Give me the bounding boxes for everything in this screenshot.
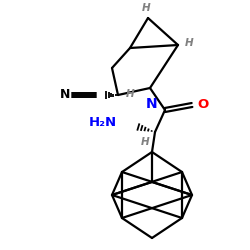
Text: N: N <box>146 97 158 111</box>
Text: H: H <box>126 89 134 99</box>
Text: N: N <box>60 88 70 102</box>
Text: O: O <box>197 98 208 110</box>
Text: H: H <box>140 137 149 147</box>
Text: H₂N: H₂N <box>89 116 117 128</box>
Text: H: H <box>142 3 150 13</box>
Text: H: H <box>185 38 194 48</box>
